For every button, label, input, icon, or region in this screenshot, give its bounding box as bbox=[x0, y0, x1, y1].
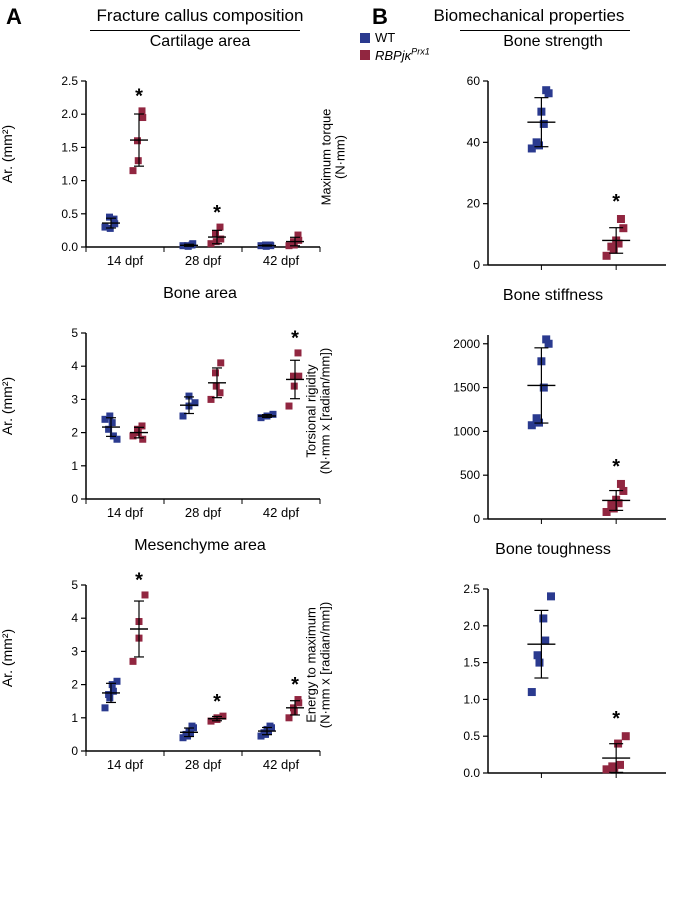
svg-text:0.0: 0.0 bbox=[463, 766, 480, 780]
panelB-chart-1: Bone stiffnessTorsional rigidity(N·mm x … bbox=[378, 287, 678, 541]
panel-b-letter: B bbox=[372, 4, 388, 30]
section-b-title: Biomechanical properties bbox=[360, 6, 678, 26]
panelA-chart-1: Bone areaAr. (mm²)01234514 dpf28 dpf42 d… bbox=[30, 285, 330, 537]
svg-text:1: 1 bbox=[71, 711, 78, 725]
svg-text:2.5: 2.5 bbox=[61, 74, 78, 88]
chart-title: Bone strength bbox=[378, 33, 678, 51]
svg-text:0: 0 bbox=[473, 258, 480, 272]
svg-text:4: 4 bbox=[71, 359, 78, 373]
section-a-underline bbox=[90, 30, 300, 31]
svg-text:2: 2 bbox=[71, 678, 78, 692]
svg-text:4: 4 bbox=[71, 611, 78, 625]
figure: A B WT RBPjκPrx1 Fracture callus composi… bbox=[0, 0, 678, 903]
svg-text:2000: 2000 bbox=[453, 337, 480, 351]
svg-text:28 dpf: 28 dpf bbox=[185, 757, 222, 772]
svg-text:*: * bbox=[291, 328, 299, 350]
svg-text:0.0: 0.0 bbox=[61, 240, 78, 254]
svg-text:2.5: 2.5 bbox=[463, 582, 480, 596]
chart-title: Bone toughness bbox=[378, 541, 678, 559]
chart-svg: 0 500 1000 1500 2000 * bbox=[378, 307, 678, 539]
svg-text:*: * bbox=[612, 191, 620, 213]
chart-svg: 0.0 0.5 1.0 1.5 2.0 2.5 * bbox=[378, 561, 678, 793]
y-axis-label: Ar. (mm²) bbox=[0, 125, 15, 183]
svg-text:*: * bbox=[612, 708, 620, 730]
svg-text:1000: 1000 bbox=[453, 424, 480, 438]
svg-text:3: 3 bbox=[71, 392, 78, 406]
svg-text:*: * bbox=[135, 570, 143, 592]
svg-text:20: 20 bbox=[467, 197, 481, 211]
chart-svg: 0.0 0.5 1.0 1.5 2.0 2.5 14 dpf * 28 dpf * 42 dpf bbox=[30, 53, 330, 283]
svg-text:3: 3 bbox=[71, 644, 78, 658]
chart-svg: 0 1 2 3 4 5 14 dpf 28 dpf 42 dpf * bbox=[30, 305, 330, 535]
svg-text:1.0: 1.0 bbox=[463, 692, 480, 706]
panelA-chart-2: Mesenchyme areaAr. (mm²)01234514 dpf*28 … bbox=[30, 537, 330, 789]
legend-wt-swatch bbox=[360, 33, 370, 43]
svg-text:42 dpf: 42 dpf bbox=[263, 757, 300, 772]
svg-text:0.5: 0.5 bbox=[61, 207, 78, 221]
column-b-charts: Bone strengthMaximum torque(N·mm)0204060… bbox=[360, 33, 678, 795]
svg-text:42 dpf: 42 dpf bbox=[263, 505, 300, 520]
svg-text:0.5: 0.5 bbox=[463, 729, 480, 743]
svg-text:0: 0 bbox=[71, 744, 78, 758]
chart-title: Bone area bbox=[30, 285, 330, 303]
svg-text:60: 60 bbox=[467, 74, 481, 88]
svg-text:2.0: 2.0 bbox=[463, 619, 480, 633]
svg-text:5: 5 bbox=[71, 326, 78, 340]
y-axis-label: Ar. (mm²) bbox=[0, 377, 15, 435]
panel-a-letter: A bbox=[6, 4, 22, 30]
section-b-underline bbox=[460, 30, 630, 31]
svg-text:*: * bbox=[213, 691, 221, 713]
panelB-chart-2: Bone toughnessEnergy to maximum(N·mm x [… bbox=[378, 541, 678, 795]
svg-text:2: 2 bbox=[71, 426, 78, 440]
legend-ko-swatch bbox=[360, 50, 370, 60]
y-axis-label: Torsional rigidity(N·mm x [radian/mm]) bbox=[305, 348, 334, 474]
svg-text:1: 1 bbox=[71, 459, 78, 473]
svg-text:1.5: 1.5 bbox=[463, 656, 480, 670]
svg-text:1500: 1500 bbox=[453, 381, 480, 395]
svg-text:40: 40 bbox=[467, 135, 481, 149]
svg-text:1.0: 1.0 bbox=[61, 174, 78, 188]
svg-text:*: * bbox=[612, 456, 620, 478]
chart-svg: 0 1 2 3 4 5 14 dpf * 28 dpf * 42 dpf * bbox=[30, 557, 330, 787]
chart-svg: 0 20 40 60 * bbox=[378, 53, 678, 285]
chart-title: Mesenchyme area bbox=[30, 537, 330, 555]
svg-text:2.0: 2.0 bbox=[61, 107, 78, 121]
svg-text:42 dpf: 42 dpf bbox=[263, 253, 300, 268]
y-axis-label: Maximum torque(N·mm) bbox=[319, 109, 348, 206]
svg-text:14 dpf: 14 dpf bbox=[107, 253, 144, 268]
panelA-chart-0: Cartilage areaAr. (mm²)0.00.51.01.52.02.… bbox=[30, 33, 330, 285]
svg-text:5: 5 bbox=[71, 578, 78, 592]
section-a-title: Fracture callus composition bbox=[0, 6, 360, 26]
panelB-chart-0: Bone strengthMaximum torque(N·mm)0204060… bbox=[378, 33, 678, 287]
svg-text:*: * bbox=[213, 202, 221, 224]
chart-title: Cartilage area bbox=[30, 33, 330, 51]
svg-text:28 dpf: 28 dpf bbox=[185, 505, 222, 520]
column-b: Biomechanical properties Bone strengthMa… bbox=[360, 0, 678, 903]
svg-text:1.5: 1.5 bbox=[61, 140, 78, 154]
svg-text:*: * bbox=[135, 86, 143, 108]
svg-text:28 dpf: 28 dpf bbox=[185, 253, 222, 268]
y-axis-label: Energy to maximum(N·mm x [radian/mm]) bbox=[305, 602, 334, 728]
svg-text:*: * bbox=[291, 674, 299, 696]
y-axis-label: Ar. (mm²) bbox=[0, 629, 15, 687]
chart-title: Bone stiffness bbox=[378, 287, 678, 305]
svg-text:0: 0 bbox=[473, 512, 480, 526]
svg-text:14 dpf: 14 dpf bbox=[107, 505, 144, 520]
svg-text:500: 500 bbox=[460, 468, 480, 482]
svg-text:14 dpf: 14 dpf bbox=[107, 757, 144, 772]
svg-text:0: 0 bbox=[71, 492, 78, 506]
